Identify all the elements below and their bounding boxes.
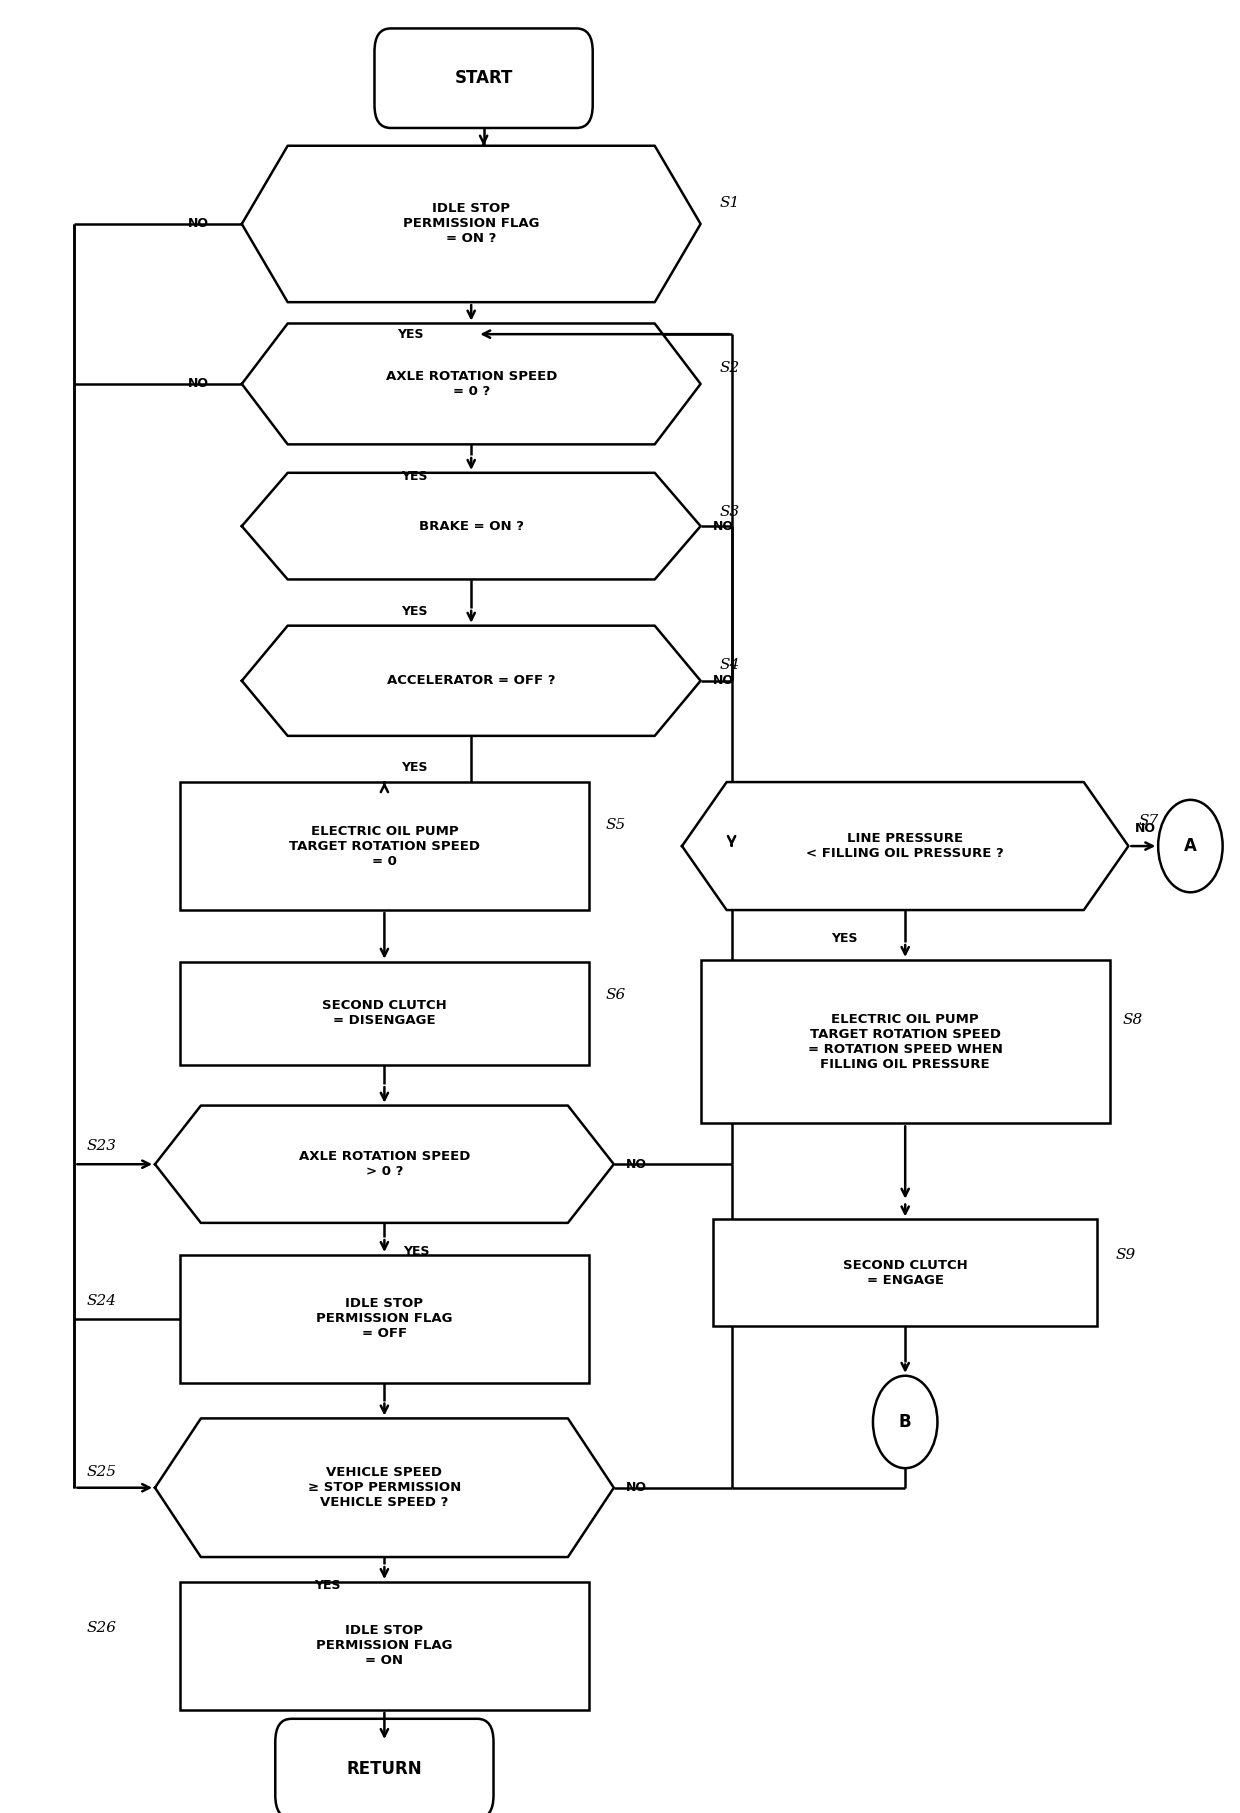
Polygon shape [242, 145, 701, 303]
Text: VEHICLE SPEED
≥ STOP PERMISSION
VEHICLE SPEED ?: VEHICLE SPEED ≥ STOP PERMISSION VEHICLE … [308, 1467, 461, 1508]
Polygon shape [682, 781, 1128, 910]
Text: NO: NO [626, 1481, 647, 1494]
Bar [180, 1255, 589, 1383]
Text: NO: NO [626, 1159, 647, 1171]
Text: IDLE STOP
PERMISSION FLAG
= ON ?: IDLE STOP PERMISSION FLAG = ON ? [403, 203, 539, 245]
Text: S1: S1 [719, 196, 739, 210]
Text: S23: S23 [87, 1139, 117, 1153]
Text: AXLE ROTATION SPEED
= 0 ?: AXLE ROTATION SPEED = 0 ? [386, 370, 557, 397]
Text: RETURN: RETURN [347, 1760, 422, 1777]
Polygon shape [155, 1418, 614, 1557]
Text: ACCELERATOR = OFF ?: ACCELERATOR = OFF ? [387, 674, 556, 687]
Bar [180, 1583, 589, 1710]
FancyBboxPatch shape [275, 1719, 494, 1813]
Text: NO: NO [713, 674, 734, 687]
Text: S8: S8 [1122, 1013, 1142, 1028]
Text: YES: YES [315, 1579, 341, 1592]
Text: A: A [1184, 838, 1197, 856]
Text: YES: YES [398, 328, 424, 341]
Text: ELECTRIC OIL PUMP
TARGET ROTATION SPEED
= ROTATION SPEED WHEN
FILLING OIL PRESSU: ELECTRIC OIL PUMP TARGET ROTATION SPEED … [807, 1013, 1003, 1071]
Bar [701, 959, 1110, 1124]
Text: NO: NO [1135, 821, 1156, 834]
Text: YES: YES [403, 1246, 429, 1258]
Text: LINE PRESSURE
< FILLING OIL PRESSURE ?: LINE PRESSURE < FILLING OIL PRESSURE ? [806, 832, 1004, 859]
Text: S9: S9 [1116, 1247, 1136, 1262]
Text: NO: NO [188, 218, 208, 230]
Text: ELECTRIC OIL PUMP
TARGET ROTATION SPEED
= 0: ELECTRIC OIL PUMP TARGET ROTATION SPEED … [289, 825, 480, 868]
Text: YES: YES [402, 761, 428, 774]
Text: NO: NO [713, 520, 734, 533]
Text: S2: S2 [719, 361, 739, 375]
FancyBboxPatch shape [374, 29, 593, 129]
Text: IDLE STOP
PERMISSION FLAG
= OFF: IDLE STOP PERMISSION FLAG = OFF [316, 1298, 453, 1340]
Text: S3: S3 [719, 504, 739, 519]
Text: S4: S4 [719, 658, 739, 673]
Text: AXLE ROTATION SPEED
> 0 ?: AXLE ROTATION SPEED > 0 ? [299, 1149, 470, 1178]
Polygon shape [242, 473, 701, 580]
Text: SECOND CLUTCH
= ENGAGE: SECOND CLUTCH = ENGAGE [843, 1258, 967, 1287]
Circle shape [873, 1376, 937, 1469]
Text: S24: S24 [87, 1294, 117, 1309]
Text: BRAKE = ON ?: BRAKE = ON ? [419, 520, 523, 533]
Text: S25: S25 [87, 1465, 117, 1479]
Text: B: B [899, 1412, 911, 1430]
Text: YES: YES [832, 932, 858, 945]
Text: S5: S5 [605, 818, 625, 832]
Text: SECOND CLUTCH
= DISENGAGE: SECOND CLUTCH = DISENGAGE [322, 999, 446, 1028]
Circle shape [1158, 800, 1223, 892]
Text: YES: YES [402, 470, 428, 482]
Text: START: START [454, 69, 513, 87]
Text: YES: YES [402, 606, 428, 618]
Text: IDLE STOP
PERMISSION FLAG
= ON: IDLE STOP PERMISSION FLAG = ON [316, 1624, 453, 1668]
Bar [180, 781, 589, 910]
Bar [713, 1220, 1097, 1325]
Bar [180, 961, 589, 1064]
Polygon shape [242, 323, 701, 444]
Text: S6: S6 [605, 988, 625, 1003]
Text: NO: NO [188, 377, 208, 390]
Text: S26: S26 [87, 1621, 117, 1635]
Polygon shape [155, 1106, 614, 1224]
Polygon shape [242, 625, 701, 736]
Text: S7: S7 [1138, 814, 1158, 829]
